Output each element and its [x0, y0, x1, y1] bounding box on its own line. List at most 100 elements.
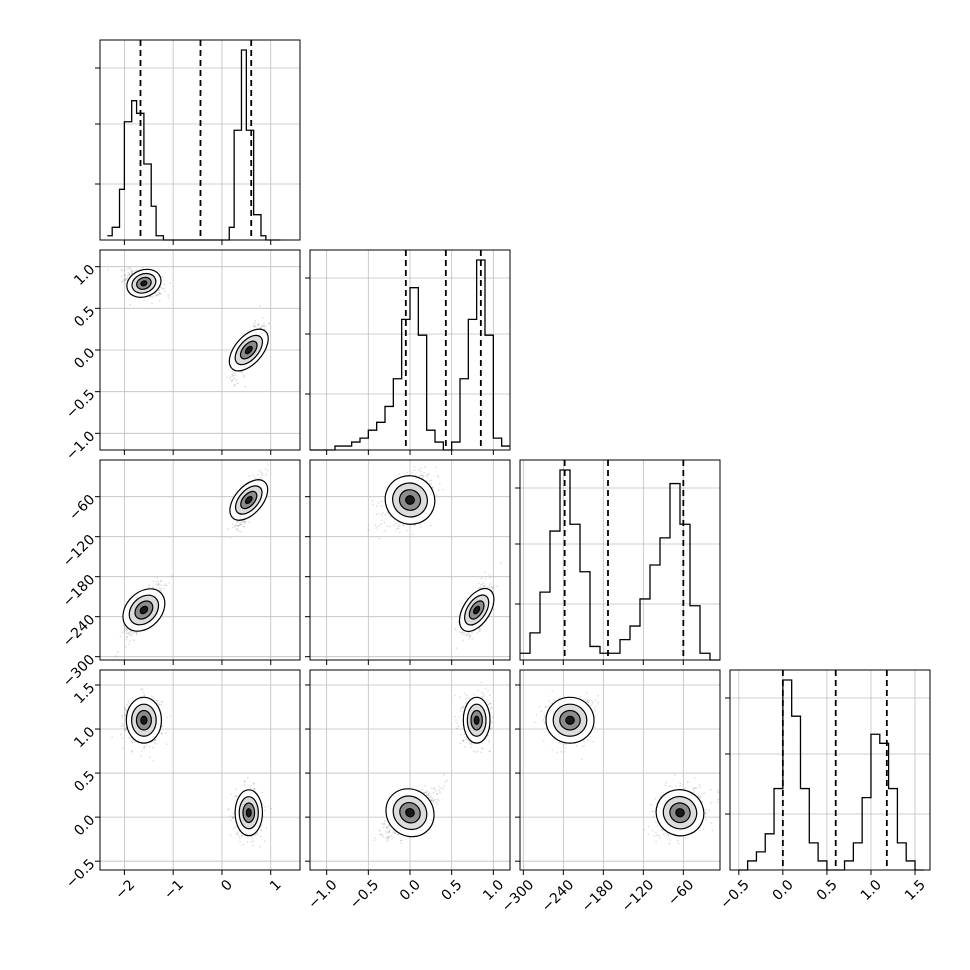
sample-point [124, 279, 127, 282]
sample-point [130, 751, 133, 753]
histogram-step [520, 469, 720, 661]
sample-point [235, 788, 238, 790]
sample-point [491, 721, 493, 723]
sample-point [122, 747, 124, 750]
sample-point [384, 529, 386, 532]
density-contour [244, 345, 253, 355]
sample-point [438, 489, 440, 491]
sample-point [160, 579, 163, 581]
sample-point [143, 745, 146, 748]
sample-point [261, 325, 263, 327]
sample-point [423, 466, 426, 469]
sample-point [143, 747, 146, 750]
sample-point [430, 482, 433, 485]
sample-point [483, 585, 486, 588]
density-contour [140, 280, 148, 287]
histogram-panel-3 [515, 459, 721, 665]
sample-point [158, 289, 160, 292]
sample-point [437, 476, 440, 479]
sample-point [236, 521, 238, 524]
sample-point [384, 513, 386, 516]
sample-point [270, 807, 272, 810]
sample-point [249, 787, 252, 789]
axes-frame [519, 459, 721, 661]
sample-point [232, 378, 235, 381]
sample-point [156, 293, 159, 296]
sample-point [420, 470, 422, 472]
sample-point [156, 294, 159, 297]
sample-point [240, 523, 243, 526]
sample-point [128, 634, 131, 637]
sample-point [122, 280, 125, 283]
sample-point [141, 266, 144, 269]
sample-point [158, 703, 161, 706]
sample-point [389, 515, 392, 518]
sample-point [129, 631, 131, 634]
sample-point [130, 630, 133, 633]
sample-point [242, 520, 245, 523]
sample-point [234, 374, 237, 376]
sample-point [127, 267, 129, 270]
sample-point [490, 707, 492, 710]
sample-point [141, 749, 144, 752]
density-contour [245, 808, 252, 818]
sample-point [135, 631, 138, 634]
sample-point [158, 291, 161, 294]
sample-point [380, 500, 383, 503]
sample-point [148, 584, 151, 586]
sample-point [234, 825, 237, 828]
sample-point [260, 326, 263, 328]
sample-point [253, 322, 256, 325]
sample-point [129, 303, 132, 306]
sample-point [262, 325, 264, 327]
sample-point [418, 469, 420, 471]
sample-point [246, 841, 249, 843]
sample-point [160, 584, 163, 586]
sample-point [171, 575, 173, 578]
sample-point [238, 835, 240, 837]
sample-point [131, 272, 134, 274]
sample-point [236, 528, 238, 531]
sample-point [375, 513, 378, 516]
sample-point [152, 580, 155, 582]
sample-point [386, 525, 389, 527]
sample-point [237, 530, 240, 533]
sample-point [462, 639, 464, 642]
sample-point [260, 476, 262, 479]
sample-point [480, 577, 483, 580]
sample-point [131, 741, 134, 744]
sample-point [121, 280, 123, 283]
sample-point [260, 829, 263, 832]
sample-point [263, 840, 266, 843]
sample-point [153, 295, 156, 297]
sample-point [484, 687, 487, 690]
sample-point [484, 578, 487, 580]
sample-point [236, 833, 239, 836]
sample-point [489, 576, 491, 579]
sample-point [162, 276, 164, 278]
sample-point [256, 474, 259, 476]
sample-point [499, 562, 502, 564]
sample-point [250, 840, 253, 843]
sample-point [402, 524, 405, 526]
sample-point [232, 374, 234, 377]
sample-point [231, 816, 234, 819]
sample-point [231, 380, 233, 382]
sample-point [375, 527, 378, 529]
sample-point [148, 586, 150, 589]
sample-point [239, 840, 242, 843]
sample-point [465, 597, 468, 600]
sample-point [455, 647, 458, 650]
sample-point [466, 632, 469, 635]
sample-point [243, 784, 246, 786]
sample-point [428, 473, 430, 475]
sample-point [266, 469, 269, 472]
sample-point [229, 537, 232, 539]
scatter-panel-4-2 [305, 669, 511, 875]
sample-point [226, 376, 229, 379]
sample-point [168, 582, 171, 584]
sample-point [268, 805, 270, 808]
sample-point [397, 527, 400, 530]
sample-point [371, 499, 374, 502]
sample-point [420, 467, 422, 470]
